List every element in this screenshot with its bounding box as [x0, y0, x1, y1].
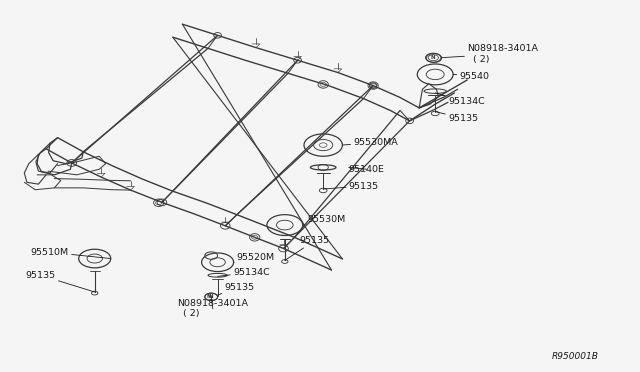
Text: 95520M: 95520M	[234, 253, 275, 262]
Text: 95540: 95540	[453, 72, 490, 81]
Text: N08918-3401A
  ( 2): N08918-3401A ( 2)	[177, 297, 248, 318]
Text: N: N	[431, 55, 436, 60]
Text: N08918-3401A
  ( 2): N08918-3401A ( 2)	[442, 44, 538, 64]
Text: 95135: 95135	[323, 182, 379, 190]
Text: 95134C: 95134C	[218, 268, 269, 277]
Text: 95530MA: 95530MA	[342, 138, 398, 147]
Text: 95135: 95135	[435, 112, 478, 123]
Text: N: N	[207, 294, 212, 299]
Text: 95530M: 95530M	[303, 215, 346, 225]
Text: 95135: 95135	[285, 236, 330, 260]
Text: 95135: 95135	[218, 283, 255, 295]
Text: 95134C: 95134C	[435, 93, 484, 106]
Text: 95510M: 95510M	[31, 248, 111, 259]
Text: N: N	[209, 294, 214, 299]
Text: R950001B: R950001B	[552, 352, 598, 361]
Text: 95135: 95135	[26, 271, 95, 292]
Text: 95140E: 95140E	[349, 165, 385, 174]
